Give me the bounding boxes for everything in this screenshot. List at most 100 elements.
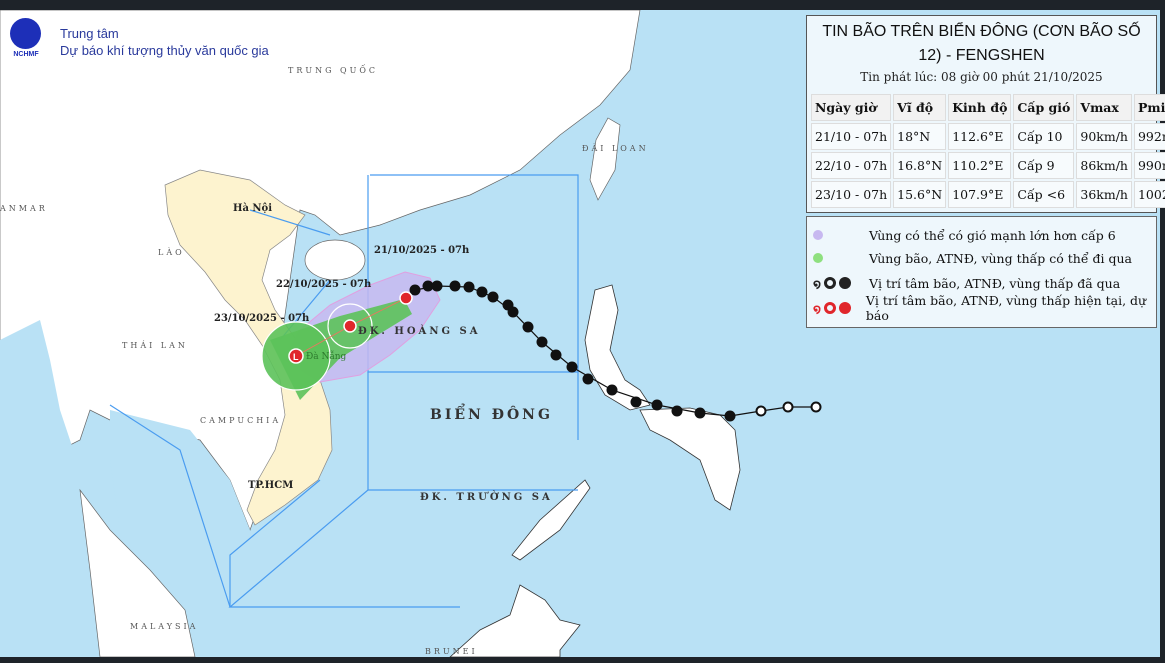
cell: 23/10 - 07h <box>811 181 892 208</box>
past-depression-point <box>782 401 794 413</box>
past-depression-point <box>810 401 822 413</box>
past-storm-point <box>522 321 534 333</box>
past-storm-point <box>566 361 578 373</box>
depression-circle-icon <box>824 277 837 289</box>
legend-item-storm-zone: Vùng bão, ATNĐ, vùng thấp có thể đi qua <box>813 248 1132 268</box>
green-dot-icon <box>813 253 823 263</box>
cell: 15.6°N <box>893 181 947 208</box>
label-paracel: ĐK. HOÀNG SA <box>358 326 481 337</box>
map-canvas: L <box>0 10 822 657</box>
legend-item-strong-wind: Vùng có thể có gió mạnh lớn hơn cấp 6 <box>813 225 1116 245</box>
label-taiwan: ĐÀI LOAN <box>582 144 649 153</box>
legend-label: Vùng có thể có gió mạnh lớn hơn cấp 6 <box>869 227 1116 243</box>
land-palawan <box>511 479 591 561</box>
past-storm-point <box>671 405 683 417</box>
cell: 36km/h <box>1076 181 1132 208</box>
storm-symbol-icon: ໑ <box>813 300 822 316</box>
past-storm-point <box>409 284 421 296</box>
past-storm-point <box>431 280 443 292</box>
land-malay <box>79 488 196 657</box>
label-danang: Đà Nẵng <box>306 352 347 362</box>
legend-label: Vùng bão, ATNĐ, vùng thấp có thể đi qua <box>869 250 1133 266</box>
nchmf-logo: NCHMF <box>4 14 48 64</box>
cell: 86km/h <box>1076 152 1132 179</box>
low-pressure-icon <box>839 302 852 314</box>
past-track-points <box>409 280 822 422</box>
label-laos: LÀO <box>158 248 185 257</box>
legend-label: Vị trí tâm bão, ATNĐ, vùng thấp hiện tại… <box>865 293 1147 323</box>
past-storm-point <box>694 407 706 419</box>
past-storm-point <box>651 399 663 411</box>
legend-label: Vị trí tâm bão, ATNĐ, vùng thấp đã qua <box>869 275 1121 291</box>
past-storm-point <box>582 373 594 385</box>
past-storm-point <box>507 306 519 318</box>
forecast-storm-position <box>343 319 357 333</box>
organization-name: Trung tâm Dự báo khí tượng thủy văn quốc… <box>60 25 269 59</box>
col-header: Vĩ độ <box>893 94 947 121</box>
label-time-2: 22/10/2025 - 07h <box>276 279 372 290</box>
cell: 16.8°N <box>893 152 947 179</box>
logo-text: NCHMF <box>13 51 39 58</box>
past-storm-point <box>487 291 499 303</box>
label-myanmar: ANMAR <box>0 204 48 213</box>
map-legend: Vùng có thể có gió mạnh lớn hơn cấp 6 Vù… <box>806 216 1157 328</box>
panel-title: TIN BÃO TRÊN BIỂN ĐÔNG (CƠN BÃO SỐ 12) -… <box>822 23 1141 64</box>
legend-item-forecast: ໑ Vị trí tâm bão, ATNĐ, vùng thấp hiện t… <box>813 293 1156 323</box>
past-storm-point <box>550 349 562 361</box>
sea-andaman <box>0 320 80 657</box>
land-borneo <box>449 584 581 657</box>
forecast-low-position <box>288 348 304 364</box>
cell: 112.6°E <box>948 123 1012 150</box>
cell: Cấp <6 <box>1013 181 1075 208</box>
purple-dot-icon <box>813 230 823 240</box>
past-depression-point <box>755 405 767 417</box>
label-time-1: 21/10/2025 - 07h <box>374 245 470 256</box>
cell: 18°N <box>893 123 947 150</box>
low-pressure-icon <box>839 277 852 289</box>
past-storm-point <box>463 281 475 293</box>
label-hcm: TP.HCM <box>248 480 294 491</box>
legend-item-past: ໑ Vị trí tâm bão, ATNĐ, vùng thấp đã qua <box>813 273 1120 293</box>
cell: Cấp 10 <box>1013 123 1075 150</box>
label-hanoi: Hà Nội <box>233 203 273 214</box>
cell: 110.2°E <box>948 152 1012 179</box>
label-china: TRUNG QUỐC <box>288 66 379 75</box>
col-header: Pmin <box>1133 94 1165 121</box>
cell: 990mb <box>1133 152 1165 179</box>
storm-symbol-icon: ໑ <box>813 275 822 291</box>
col-header: Cấp gió <box>1013 94 1075 121</box>
col-header: Kinh độ <box>948 94 1012 121</box>
low-symbol: L <box>293 352 299 362</box>
cell: Cấp 9 <box>1013 152 1075 179</box>
land-philippines <box>584 284 741 511</box>
past-storm-point <box>630 396 642 408</box>
label-time-3: 23/10/2025 - 07h <box>214 313 310 324</box>
org-line-1: Trung tâm <box>60 26 119 41</box>
past-storm-point <box>449 280 461 292</box>
past-storm-point <box>724 410 736 422</box>
cell: 107.9°E <box>948 181 1012 208</box>
logo-emblem-icon <box>10 18 41 49</box>
cell: 992mb <box>1133 123 1165 150</box>
maritime-boundaries <box>109 174 579 608</box>
cell: 22/10 - 07h <box>811 152 892 179</box>
past-storm-point <box>476 286 488 298</box>
label-malaysia: MALAYSIA <box>130 622 199 631</box>
depression-circle-icon <box>824 302 837 314</box>
label-spratly: ĐK. TRƯỜNG SA <box>420 492 553 503</box>
org-line-2: Dự báo khí tượng thủy văn quốc gia <box>60 43 269 58</box>
table-header-row: Ngày giờ Vĩ độ Kinh độ Cấp gió Vmax Pmin <box>811 94 1165 121</box>
label-thailand: THÁI LAN <box>122 341 188 350</box>
label-brunei: BRUNEI <box>425 647 478 656</box>
col-header: Ngày giờ <box>811 94 892 121</box>
current-storm-position <box>399 291 413 305</box>
land-taiwan <box>589 117 621 201</box>
label-east-sea: BIỂN ĐÔNG <box>430 407 553 423</box>
forecast-table: Ngày giờ Vĩ độ Kinh độ Cấp gió Vmax Pmin… <box>809 92 1165 210</box>
cell: 90km/h <box>1076 123 1132 150</box>
land-hainan <box>304 239 366 281</box>
label-cambodia: CAMPUCHIA <box>200 416 282 425</box>
